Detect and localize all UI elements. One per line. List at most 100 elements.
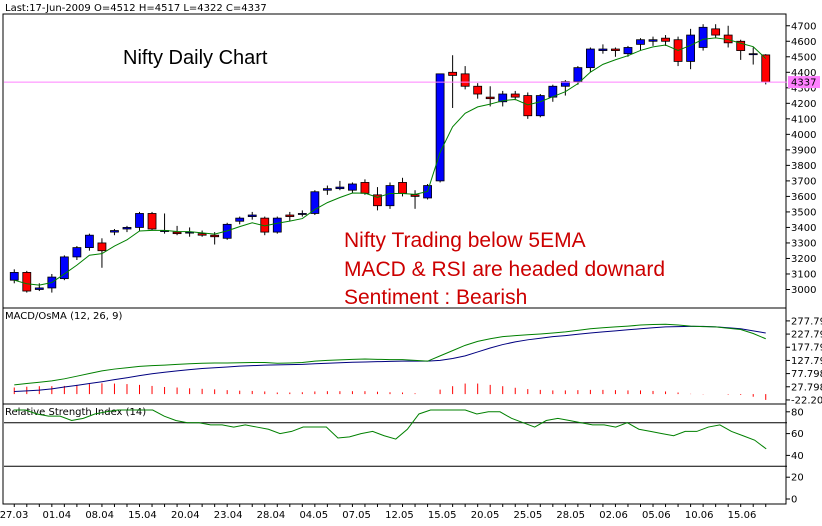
rsi-panel-title: Relative Strength Index (14) — [5, 407, 146, 418]
x-tick-label: 25.05 — [514, 510, 543, 521]
rsi-tick-label: 60 — [791, 429, 804, 440]
price-tick-label: 4400 — [791, 68, 816, 79]
macd-axis: 277.798 227.798 177.798 127.798 77.7982 27.79… — [786, 316, 822, 406]
rsi-axis: 0 20 40 60 80 — [786, 407, 804, 506]
candle-up — [85, 234, 94, 249]
annotation-macd-rsi: MACD & RSI are headed downard — [344, 258, 665, 281]
price-tick-label: 3500 — [791, 207, 816, 218]
macd-tick-label: 277.798 — [791, 316, 822, 327]
ohlc-header: Last:17-Jun-2009 O=4512 H=4517 L=4322 C=… — [5, 3, 267, 14]
candle-down — [360, 182, 370, 194]
x-tick-label: 04.05 — [299, 510, 328, 521]
x-tick-label: 20.04 — [171, 510, 200, 521]
x-tick-label: 15.05 — [428, 510, 457, 521]
candle-down — [285, 214, 295, 217]
price-tick-label: 4300 — [791, 83, 816, 94]
price-tick-label: 3000 — [791, 285, 816, 296]
candle-down — [523, 95, 533, 117]
macd-layer — [13, 323, 767, 400]
macd-signal-line — [14, 325, 766, 392]
candle-up — [310, 191, 320, 214]
candle-down — [711, 28, 721, 36]
candle-down — [761, 54, 771, 83]
candle-up — [247, 214, 257, 217]
x-tick-label: 27.03 — [0, 510, 28, 521]
x-tick-label: 23.04 — [214, 510, 243, 521]
x-tick-label: 05.06 — [642, 510, 671, 521]
candle-up — [348, 183, 357, 191]
candle-up — [598, 48, 608, 51]
rsi-panel-frame — [2, 403, 787, 505]
price-tick-label: 3800 — [791, 161, 816, 172]
x-tick-label: 08.04 — [85, 510, 114, 521]
price-tick-label: 4500 — [791, 52, 816, 63]
candle-up — [648, 39, 658, 42]
x-axis: 27.03 01.04 08.04 15.04 20.04 23.04 28.04 04.05… — [0, 504, 767, 521]
rsi-tick-label: 80 — [791, 407, 804, 418]
x-tick-label: 15.04 — [128, 510, 157, 521]
last-price-label: 4337 — [791, 78, 816, 89]
x-tick-label: 10.06 — [685, 510, 714, 521]
candle-up — [59, 256, 69, 280]
candle-down — [22, 272, 32, 292]
ema-layer — [14, 37, 767, 286]
rsi-tick-label: 0 — [791, 495, 797, 506]
x-tick-label: 28.05 — [556, 510, 585, 521]
price-tick-label: 4100 — [791, 114, 816, 125]
price-tick-label: 4700 — [791, 21, 816, 32]
price-tick-label: 3700 — [791, 176, 816, 187]
rsi-tick-label: 20 — [791, 473, 804, 484]
price-tick-label: 4600 — [791, 37, 816, 48]
candle-down — [485, 96, 495, 100]
candle-up — [385, 185, 395, 207]
macd-tick-label: 127.798 — [791, 356, 822, 367]
x-tick-label: 20.05 — [471, 510, 500, 521]
candle-down — [97, 242, 107, 252]
macd-tick-label: 77.7982 — [791, 369, 822, 380]
candle-down — [510, 93, 520, 98]
x-tick-label: 12.05 — [385, 510, 414, 521]
candle-up — [335, 186, 345, 190]
candle-down — [172, 231, 182, 235]
candle-up — [698, 26, 708, 48]
candle-up — [573, 67, 583, 83]
macd-line — [14, 323, 766, 386]
candle-down — [197, 233, 207, 236]
candle-down — [147, 213, 157, 230]
price-tick-label: 4200 — [791, 99, 816, 110]
x-tick-label: 07.05 — [342, 510, 371, 521]
candles — [9, 24, 771, 293]
candle-down — [736, 40, 746, 51]
macd-tick-label: -22.201 — [791, 395, 822, 406]
candle-up — [322, 188, 332, 191]
price-tick-label: 3200 — [791, 254, 816, 265]
candle-up — [110, 230, 119, 233]
candle-down — [661, 37, 670, 42]
price-tick-label: 4000 — [791, 130, 816, 141]
annotation-ema: Nifty Trading below 5EMA — [344, 229, 586, 252]
candle-down — [373, 194, 382, 207]
price-tick-label: 3300 — [791, 238, 816, 249]
macd-tick-label: 177.798 — [791, 343, 822, 354]
last-price-box — [788, 76, 820, 89]
candle-up — [9, 272, 19, 281]
candle-down — [611, 48, 620, 51]
ema-line — [14, 37, 767, 286]
x-tick-label: 28.04 — [257, 510, 286, 521]
price-tick-label: 3400 — [791, 223, 816, 234]
chart-title: Nifty Daily Chart — [123, 47, 268, 69]
price-tick-label: 3100 — [791, 269, 816, 280]
candle-up — [235, 217, 245, 222]
rsi-layer — [4, 409, 787, 467]
candle-up — [686, 34, 695, 62]
candle-up — [122, 227, 132, 230]
annotation-sentiment: Sentiment : Bearish — [344, 286, 527, 309]
candle-down — [398, 182, 407, 194]
candle-up — [297, 213, 307, 215]
candle-down — [460, 73, 470, 87]
candle-up — [272, 217, 282, 233]
candle-up — [498, 93, 508, 103]
